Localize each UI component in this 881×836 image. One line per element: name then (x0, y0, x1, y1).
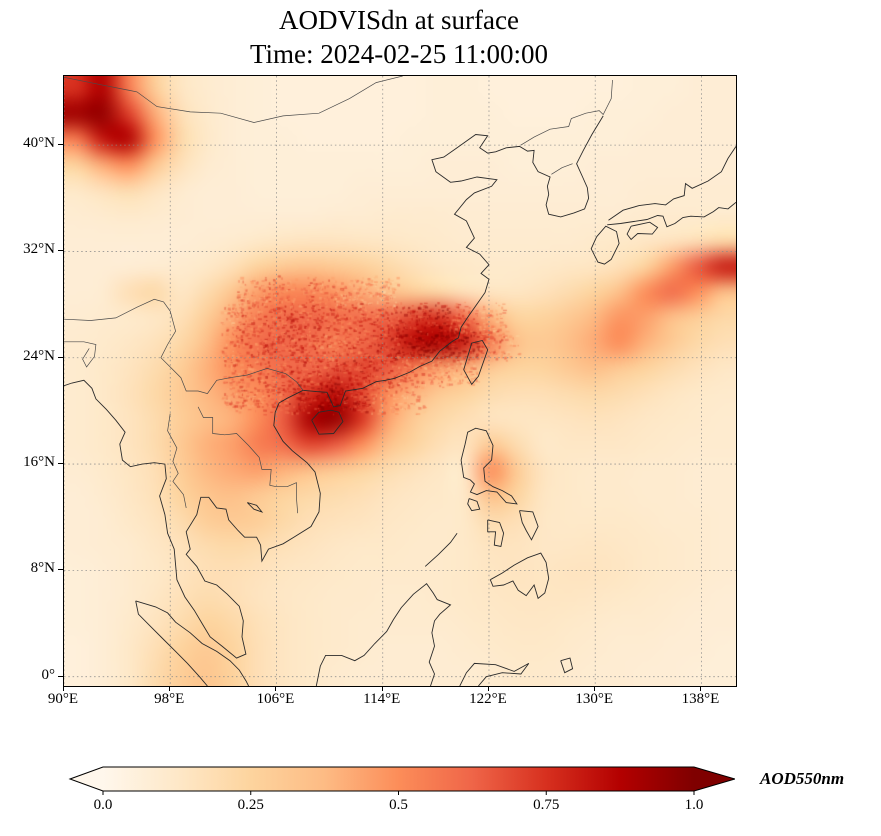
x-tick-label: 90°E (47, 691, 79, 707)
colorbar (68, 766, 735, 795)
y-tick-label: 0° (41, 666, 56, 683)
colorbar-tick-label: 0.75 (533, 797, 560, 813)
colorbar-gradient-bar (68, 766, 735, 792)
chart-subtitle: Time: 2024-02-25 11:00:00 (249, 39, 548, 69)
y-tick-mark (58, 569, 63, 571)
x-tick-mark (700, 686, 702, 691)
colorbar-tick-label: 0.0 (93, 797, 113, 813)
aod-heatmap-canvas (64, 76, 736, 686)
map-plot-area (63, 75, 737, 687)
y-tick-mark (58, 250, 63, 252)
y-tick-mark (58, 144, 63, 146)
chart-title: AODVISdn at surface (279, 5, 519, 35)
colorbar-tick-label: 0.25 (237, 797, 264, 813)
x-tick-mark (381, 686, 383, 691)
y-tick-label: 40°N (23, 135, 55, 152)
y-tick-label: 16°N (23, 454, 55, 471)
y-tick-label: 32°N (23, 241, 55, 258)
x-tick-mark (169, 686, 171, 691)
x-tick-label: 114°E (363, 691, 401, 707)
colorbar-tick-label: 0.5 (389, 797, 408, 813)
y-tick-mark (58, 675, 63, 677)
coastline-grid-overlay (64, 76, 736, 686)
y-tick-mark (58, 463, 63, 465)
x-tick-mark (63, 686, 64, 691)
y-tick-label: 8°N (30, 560, 55, 577)
x-tick-mark (275, 686, 277, 691)
x-tick-mark (594, 686, 596, 691)
x-tick-label: 138°E (681, 691, 720, 707)
x-tick-label: 98°E (154, 691, 185, 707)
x-tick-label: 122°E (469, 691, 507, 707)
colorbar-label: AOD550nm (760, 769, 845, 788)
y-tick-label: 24°N (23, 347, 55, 364)
x-tick-mark (487, 686, 489, 691)
x-tick-label: 106°E (256, 691, 295, 707)
x-tick-label: 130°E (575, 691, 614, 707)
y-tick-mark (58, 356, 63, 358)
colorbar-tick-label: 1.0 (684, 797, 704, 813)
